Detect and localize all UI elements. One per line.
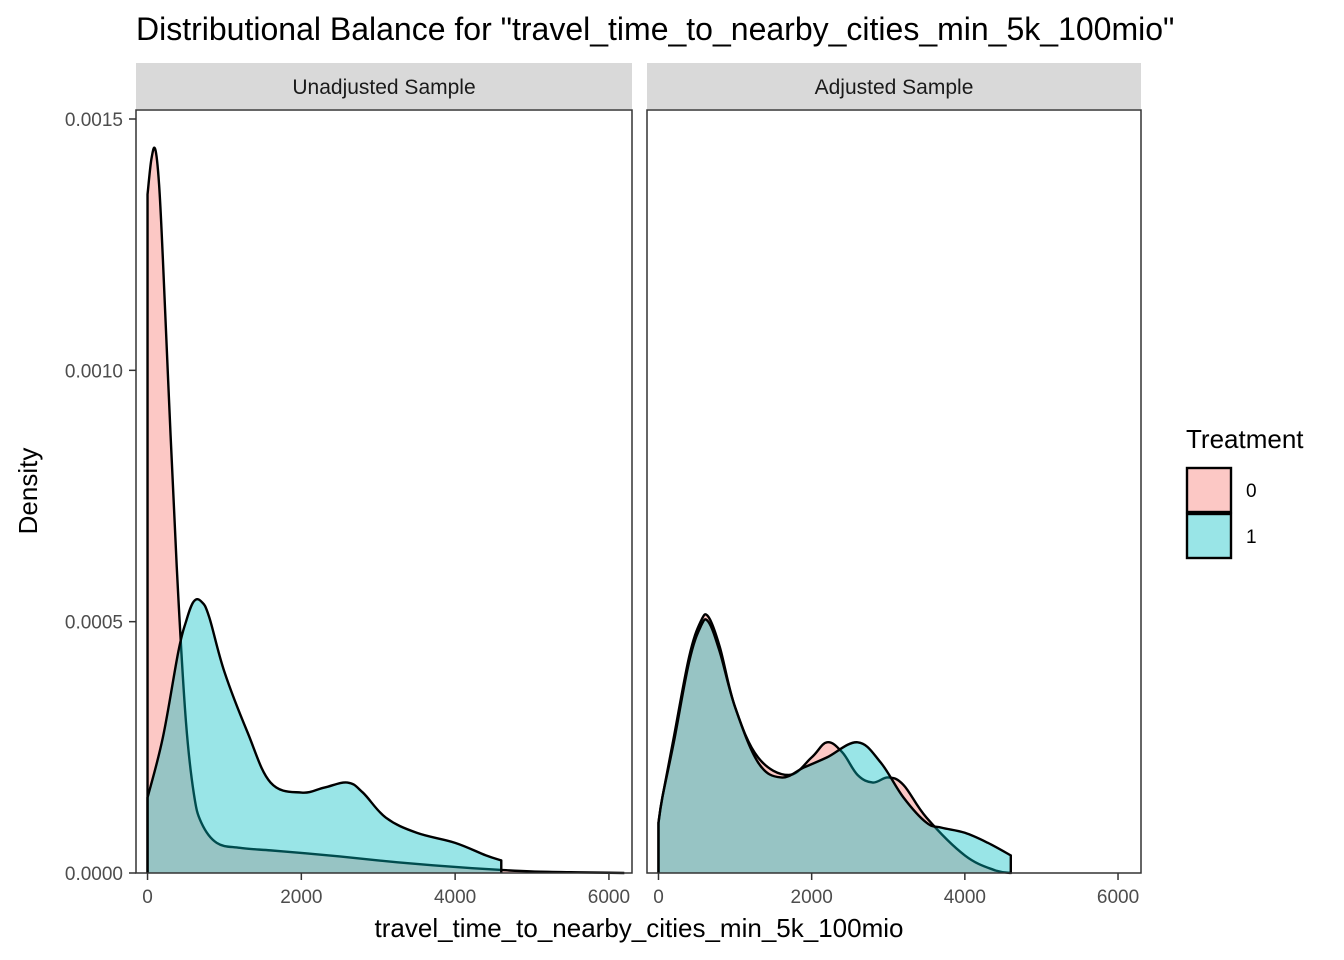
x-tick-label: 0: [142, 887, 153, 908]
legend-keys: 01: [1185, 466, 1257, 560]
y-tick-label: 0.0015: [65, 110, 123, 131]
panel-adjusted-areas: [657, 613, 1012, 875]
y-tick-label: 0.0010: [65, 361, 123, 382]
panel-border: [646, 109, 1142, 874]
strip-label-adjusted: Adjusted Sample: [815, 76, 974, 99]
legend-label-1: 1: [1246, 527, 1257, 548]
strip-background: [136, 63, 632, 109]
x-tick-label: 2000: [791, 887, 833, 908]
legend-title: Treatment: [1186, 424, 1304, 454]
x-tick-label: 6000: [1097, 887, 1139, 908]
density-area-adjusted-treatment-1: [658, 619, 1011, 873]
legend-key-0: [1185, 466, 1233, 514]
legend: Treatment 01: [1185, 424, 1304, 560]
density-line-unadjusted-treatment-1: [146, 597, 503, 874]
strip-label-unadjusted: Unadjusted Sample: [292, 76, 475, 99]
x-axis-title: travel_time_to_nearby_cities_min_5k_100m…: [375, 913, 904, 943]
density-area-unadjusted-treatment-1: [147, 599, 502, 873]
y-axis-title: Density: [13, 448, 43, 535]
x-tick-label: 4000: [434, 887, 476, 908]
x-tick-label: 4000: [944, 887, 986, 908]
y-axis: 0.0000 0.0005 0.0010 0.0015: [65, 110, 136, 885]
panel-unadjusted-areas: [146, 146, 625, 875]
x-axis-adjusted: 0 2000 4000 6000: [653, 873, 1139, 908]
chart-title: Distributional Balance for "travel_time_…: [136, 11, 1174, 47]
density-line-adjusted-treatment-1: [657, 618, 1012, 873]
x-tick-label: 0: [653, 887, 664, 908]
y-tick-label: 0.0000: [65, 864, 123, 885]
density-area-adjusted-treatment-0: [658, 614, 1011, 873]
y-tick-label: 0.0005: [65, 613, 123, 634]
legend-key-1: [1185, 512, 1233, 560]
panel-border: [135, 109, 633, 874]
strip-background: [647, 63, 1141, 109]
x-tick-label: 6000: [588, 887, 630, 908]
x-tick-label: 2000: [280, 887, 322, 908]
panel-unadjusted: Unadjusted Sample 0 2000 4000 6000: [135, 63, 633, 908]
x-axis-unadjusted: 0 2000 4000 6000: [142, 873, 630, 908]
legend-label-0: 0: [1246, 481, 1257, 502]
panel-adjusted: Adjusted Sample 0 2000 4000 6000: [646, 63, 1142, 908]
